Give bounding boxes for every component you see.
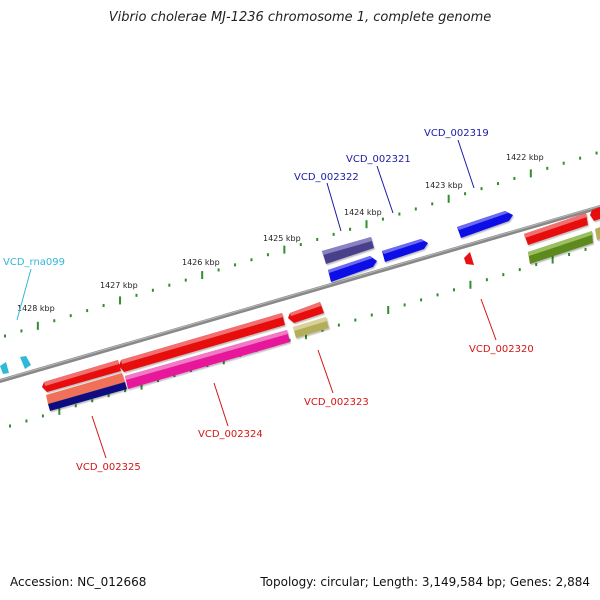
gene-label-vcd-002321[interactable]: VCD_002321 — [346, 154, 411, 165]
gene-label-vcd-002319[interactable]: VCD_002319 — [424, 128, 489, 139]
scale-label-1428: 1428 kbp — [17, 304, 55, 313]
gene-feature-vcd-002325-red[interactable] — [42, 360, 121, 392]
accession-text: Accession: NC_012668 — [10, 575, 147, 589]
gene-feature-vcd-002323[interactable] — [288, 302, 329, 338]
scale-label-1427: 1427 kbp — [100, 281, 138, 290]
gene-feature-unnamed-blue[interactable] — [328, 256, 377, 282]
gene-feature-olive-right[interactable] — [528, 231, 593, 264]
rna-feature-vcd-rna099[interactable] — [0, 356, 31, 374]
gene-feature-red-large[interactable] — [119, 313, 285, 372]
gene-feature-vcd-002320[interactable] — [464, 252, 474, 265]
scale-label-1424: 1424 kbp — [344, 208, 382, 217]
chromosome-backbone — [0, 205, 600, 383]
gene-label-vcd-002323[interactable]: VCD_002323 — [304, 397, 369, 408]
gene-label-vcd-rna099[interactable]: VCD_rna099 — [3, 257, 65, 268]
gene-label-vcd-002322[interactable]: VCD_002322 — [294, 172, 359, 183]
gene-feature-vcd-002321[interactable] — [382, 239, 428, 262]
map-title: Vibrio cholerae MJ-1236 chromosome 1, co… — [108, 10, 492, 25]
inner-tick-row — [9, 247, 587, 428]
gene-label-vcd-002324[interactable]: VCD_002324 — [198, 429, 263, 440]
gene-feature-khaki-right[interactable] — [595, 227, 600, 240]
outer-tick-row — [4, 151, 598, 338]
gene-feature-red-right-1[interactable] — [524, 213, 588, 245]
scale-label-1422: 1422 kbp — [506, 153, 544, 162]
gene-label-vcd-002320[interactable]: VCD_002320 — [469, 344, 534, 355]
genome-summary-text: Topology: circular; Length: 3,149,584 bp… — [260, 575, 590, 589]
chromosome-backbone-highlight — [0, 205, 600, 381]
scale-label-1425: 1425 kbp — [263, 234, 301, 243]
scale-label-1423: 1423 kbp — [425, 181, 463, 190]
gene-feature-red-right-2[interactable] — [590, 207, 600, 221]
gene-feature-vcd-002325-navy[interactable] — [48, 382, 127, 411]
gene-feature-vcd-002322[interactable] — [322, 237, 374, 264]
gene-feature-vcd-002324[interactable] — [125, 330, 290, 389]
gene-feature-vcd-002325-salmon[interactable] — [46, 373, 125, 404]
gene-feature-vcd-002319[interactable] — [457, 211, 513, 238]
label-leader-lines — [16, 139, 497, 459]
gene-label-vcd-002325[interactable]: VCD_002325 — [76, 462, 141, 473]
scale-label-1426: 1426 kbp — [182, 258, 220, 267]
